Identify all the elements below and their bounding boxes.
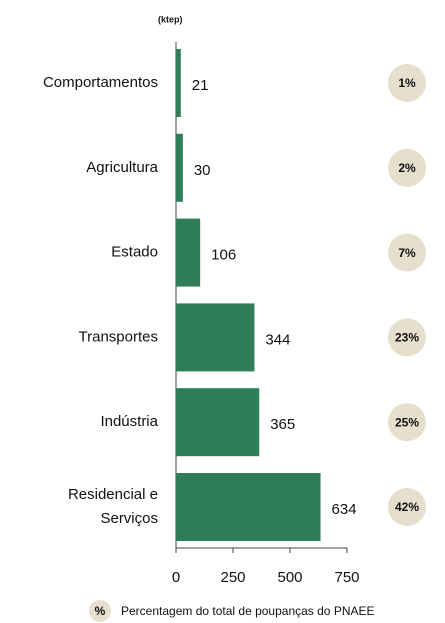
legend-label: Percentagem do total de poupanças do PNA… (121, 604, 375, 618)
category-label: Serviços (100, 510, 158, 527)
legend-badge (89, 600, 111, 622)
category-label: Estado (111, 244, 158, 261)
share-label: 2% (398, 161, 416, 175)
share-label: 7% (398, 246, 416, 260)
share-badge (388, 148, 426, 187)
bar (176, 303, 255, 372)
x-tick-label: 0 (172, 569, 180, 586)
value-label: 344 (265, 331, 290, 348)
share-badge (388, 318, 426, 357)
category-label: Transportes (79, 328, 158, 345)
bar (176, 218, 201, 287)
bar (176, 133, 183, 202)
value-label: 365 (270, 416, 295, 433)
value-label: 106 (211, 247, 236, 264)
share-label: 42% (395, 500, 419, 514)
x-tick-label: 750 (334, 569, 359, 586)
unit-label: (ktep) (158, 14, 183, 24)
category-label: Indústria (100, 413, 158, 430)
share-label: 1% (398, 76, 416, 90)
bar (176, 49, 181, 117)
share-badge (388, 64, 426, 102)
category-label: Residencial e (68, 486, 158, 503)
x-tick-label: 250 (220, 569, 245, 586)
bar (176, 388, 260, 457)
value-label: 634 (332, 501, 357, 518)
share-badge (388, 488, 426, 526)
share-label: 25% (395, 415, 419, 429)
bar (176, 473, 321, 541)
x-tick-label: 500 (277, 569, 302, 586)
category-label: Agricultura (86, 159, 158, 176)
share-label: 23% (395, 331, 419, 345)
category-label: Comportamentos (43, 74, 158, 91)
share-badge (388, 403, 426, 442)
share-badge (388, 233, 426, 272)
value-label: 30 (194, 162, 211, 179)
value-label: 21 (192, 77, 209, 94)
legend-symbol: % (95, 604, 106, 618)
